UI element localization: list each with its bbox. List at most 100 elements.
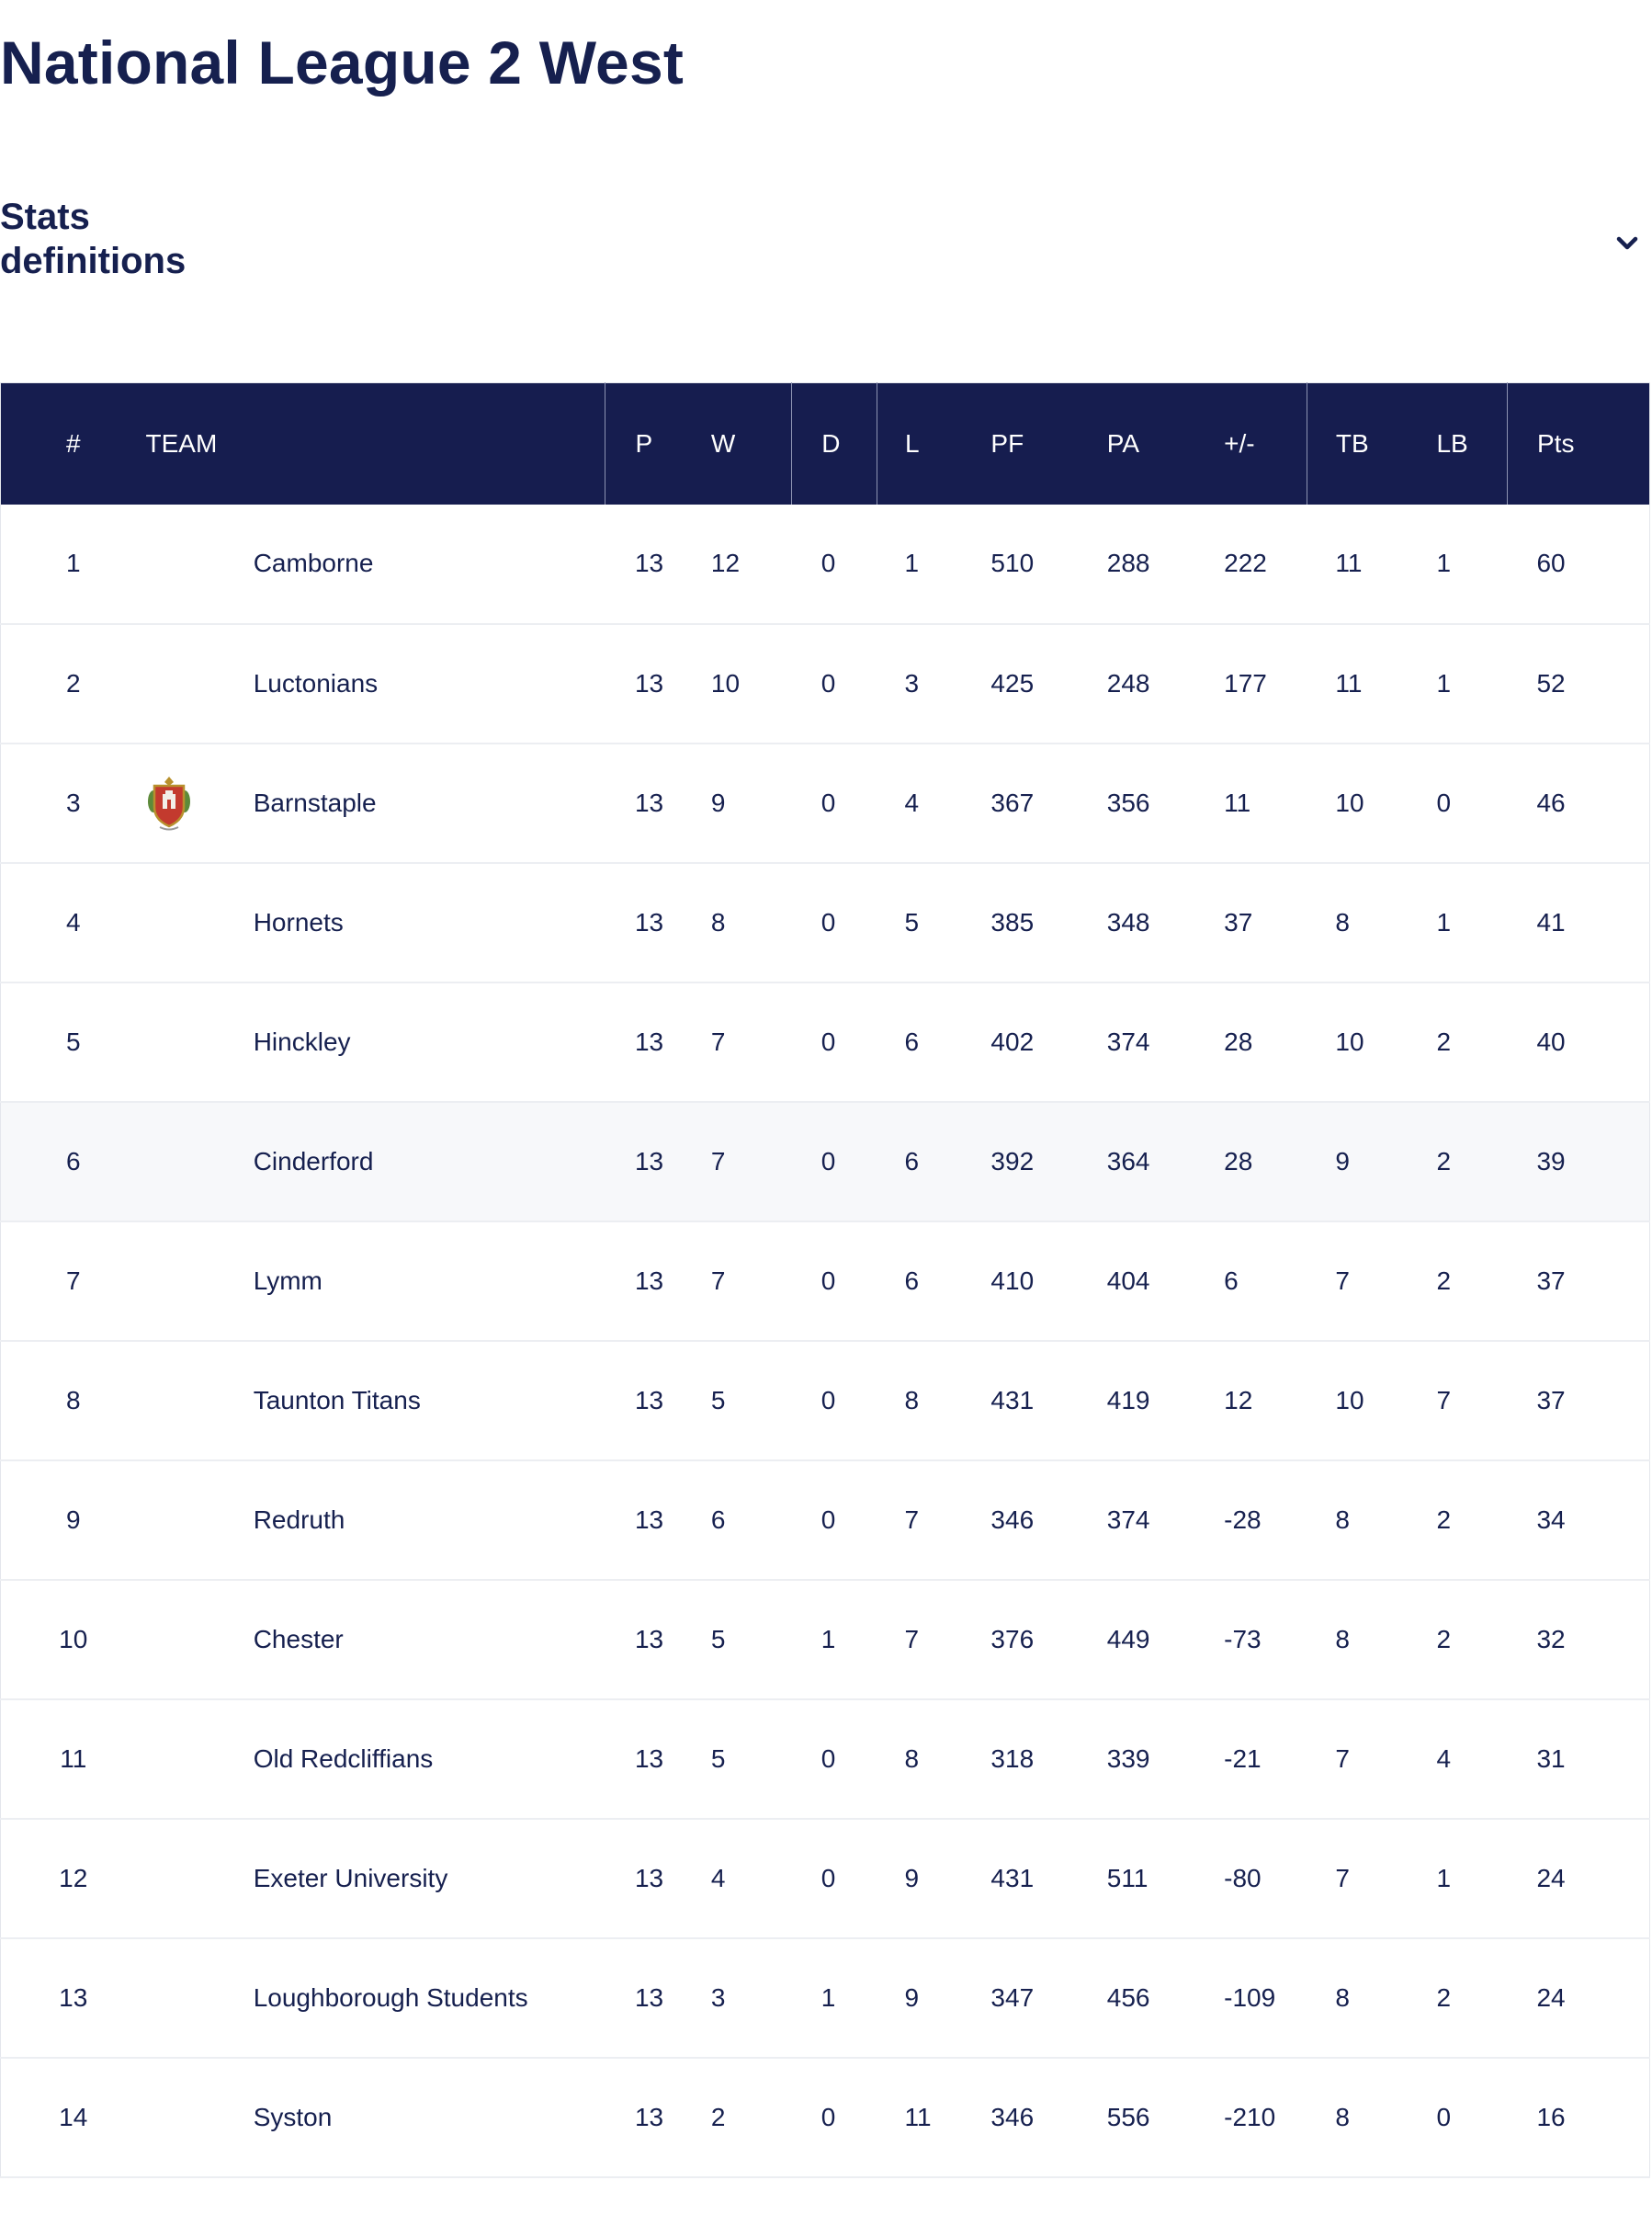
won-cell: 7 xyxy=(710,1146,726,1175)
try-bonus-cell: 7 xyxy=(1335,1743,1350,1773)
played-cell: 13 xyxy=(634,1863,664,1892)
points-for-cell: 510 xyxy=(990,549,1035,577)
chevron-down-icon[interactable] xyxy=(1612,228,1643,259)
column-header: TB xyxy=(1306,382,1409,505)
table-row[interactable]: 7 Lymm 13 7 0 6 410 404 6 7 2 37 xyxy=(0,1221,1650,1341)
table-row[interactable]: 13 Loughborough Students 13 3 1 9 347 45… xyxy=(0,1938,1650,2058)
points-for-cell: 346 xyxy=(990,1505,1035,1534)
team-name[interactable]: Barnstaple xyxy=(253,788,377,817)
played-cell: 13 xyxy=(634,2102,664,2131)
league-points-cell: 39 xyxy=(1536,1146,1566,1175)
league-points-cell: 24 xyxy=(1536,1863,1566,1892)
position-cell: 9 xyxy=(65,1505,81,1534)
drawn-cell: 1 xyxy=(820,1982,836,2012)
losing-bonus-cell: 2 xyxy=(1436,1624,1452,1653)
points-for-cell: 402 xyxy=(990,1027,1035,1056)
won-cell: 12 xyxy=(710,549,741,577)
played-cell: 13 xyxy=(634,549,664,577)
team-name[interactable]: Hinckley xyxy=(253,1027,351,1056)
team-name[interactable]: Camborne xyxy=(253,549,374,577)
crest-cell xyxy=(145,744,253,863)
points-for-cell: 367 xyxy=(990,788,1035,817)
team-name[interactable]: Old Redcliffians xyxy=(253,1743,434,1773)
team-name[interactable]: Lymm xyxy=(253,1266,322,1295)
losing-bonus-cell: 1 xyxy=(1436,549,1452,577)
points-difference-cell: -210 xyxy=(1224,2102,1276,2131)
team-name[interactable]: Luctonians xyxy=(253,668,379,698)
stats-definitions-toggle[interactable]: Stats definitions xyxy=(0,195,1652,296)
lost-cell: 8 xyxy=(904,1385,920,1414)
crest-cell xyxy=(145,982,253,1102)
league-points-cell: 60 xyxy=(1536,549,1566,577)
table-row[interactable]: 12 Exeter University 13 4 0 9 431 511 -8… xyxy=(0,1819,1650,1938)
points-against-cell: 404 xyxy=(1106,1266,1150,1295)
losing-bonus-cell: 7 xyxy=(1436,1385,1452,1414)
crest-cell xyxy=(145,1938,253,2058)
won-cell: 5 xyxy=(710,1385,726,1414)
position-cell: 8 xyxy=(65,1385,81,1414)
drawn-cell: 0 xyxy=(820,907,836,937)
points-for-cell: 346 xyxy=(990,2102,1035,2131)
team-name[interactable]: Chester xyxy=(253,1624,344,1653)
column-header: # xyxy=(65,428,81,458)
crest-cell xyxy=(145,1102,253,1221)
position-cell: 7 xyxy=(65,1266,81,1295)
drawn-cell: 0 xyxy=(820,668,836,698)
lost-cell: 7 xyxy=(904,1624,920,1653)
played-cell: 13 xyxy=(634,1982,664,2012)
column-header: TEAM xyxy=(145,428,218,458)
try-bonus-cell: 10 xyxy=(1335,788,1364,817)
points-for-cell: 376 xyxy=(990,1624,1035,1653)
table-row[interactable]: 14 Syston 13 2 0 11 346 556 -210 8 0 16 xyxy=(0,2058,1650,2177)
team-name[interactable]: Hornets xyxy=(253,907,344,937)
points-against-cell: 456 xyxy=(1106,1982,1150,2012)
won-cell: 4 xyxy=(710,1863,726,1892)
try-bonus-cell: 8 xyxy=(1335,907,1350,937)
table-row[interactable]: 1 Camborne 13 12 0 1 510 288 222 11 1 60 xyxy=(0,505,1650,624)
losing-bonus-cell: 2 xyxy=(1436,1505,1452,1534)
table-row[interactable]: 9 Redruth 13 6 0 7 346 374 -28 8 2 34 xyxy=(0,1460,1650,1580)
played-cell: 13 xyxy=(634,907,664,937)
team-name[interactable]: Loughborough Students xyxy=(253,1982,528,2012)
crest-cell xyxy=(145,1341,253,1460)
table-row[interactable]: 4 Hornets 13 8 0 5 385 348 37 8 1 41 xyxy=(0,863,1650,982)
try-bonus-cell: 9 xyxy=(1335,1146,1350,1175)
table-row[interactable]: 11 Old Redcliffians 13 5 0 8 318 339 -21… xyxy=(0,1699,1650,1819)
team-name[interactable]: Taunton Titans xyxy=(253,1385,421,1414)
table-row[interactable]: 3 Barnstaple 13 9 0 4 367 356 11 10 0 46 xyxy=(0,744,1650,863)
team-name[interactable]: Exeter University xyxy=(253,1863,448,1892)
team-name[interactable]: Cinderford xyxy=(253,1146,374,1175)
points-difference-cell: -73 xyxy=(1224,1624,1262,1653)
league-points-cell: 46 xyxy=(1536,788,1566,817)
losing-bonus-cell: 0 xyxy=(1436,788,1452,817)
league-points-cell: 32 xyxy=(1536,1624,1566,1653)
crest-cell xyxy=(145,624,253,744)
crest-cell xyxy=(145,1460,253,1580)
try-bonus-cell: 7 xyxy=(1335,1266,1350,1295)
lost-cell: 6 xyxy=(904,1266,920,1295)
table-row[interactable]: 10 Chester 13 5 1 7 376 449 -73 8 2 32 xyxy=(0,1580,1650,1699)
played-cell: 13 xyxy=(634,1743,664,1773)
position-cell: 13 xyxy=(59,1982,88,2012)
points-against-cell: 356 xyxy=(1106,788,1150,817)
crest-cell xyxy=(145,1819,253,1938)
drawn-cell: 0 xyxy=(820,1505,836,1534)
points-against-cell: 511 xyxy=(1106,1863,1148,1892)
column-header: W xyxy=(710,428,736,458)
team-name[interactable]: Redruth xyxy=(253,1505,345,1534)
team-name[interactable]: Syston xyxy=(253,2102,333,2131)
column-header: D xyxy=(791,382,877,505)
league-points-cell: 37 xyxy=(1536,1385,1566,1414)
table-row[interactable]: 2 Luctonians 13 10 0 3 425 248 177 11 1 … xyxy=(0,624,1650,744)
try-bonus-cell: 7 xyxy=(1335,1863,1350,1892)
played-cell: 13 xyxy=(634,788,664,817)
table-row[interactable]: 6 Cinderford 13 7 0 6 392 364 28 9 2 39 xyxy=(0,1101,1650,1221)
try-bonus-cell: 8 xyxy=(1335,1505,1350,1534)
position-cell: 10 xyxy=(59,1624,88,1653)
lost-cell: 6 xyxy=(904,1027,920,1056)
lost-cell: 9 xyxy=(904,1863,920,1892)
table-row[interactable]: 8 Taunton Titans 13 5 0 8 431 419 12 10 … xyxy=(0,1341,1650,1460)
points-difference-cell: 12 xyxy=(1224,1385,1253,1414)
table-row[interactable]: 5 Hinckley 13 7 0 6 402 374 28 10 2 40 xyxy=(0,982,1650,1102)
try-bonus-cell: 11 xyxy=(1335,549,1363,577)
